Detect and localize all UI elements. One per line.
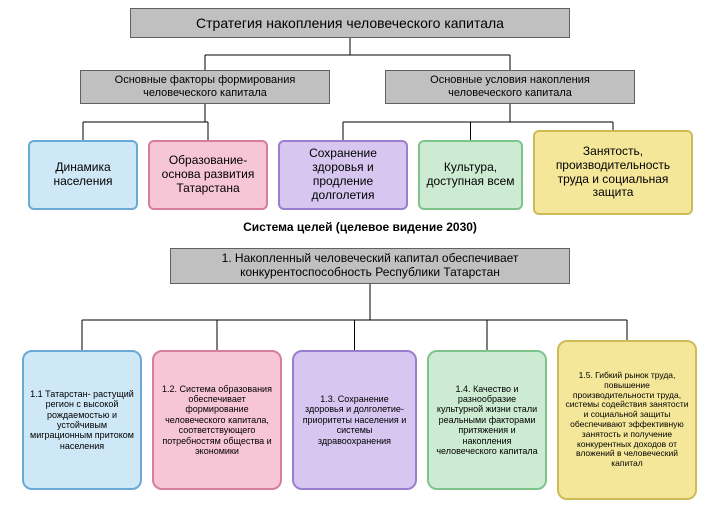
node-root1: Стратегия накопления человеческого капит… <box>130 8 570 38</box>
node-g5: 1.5. Гибкий рынок труда, повышение произ… <box>557 340 697 500</box>
node-g2: 1.2. Система образования обеспечивает фо… <box>152 350 282 490</box>
node-c2: Образование- основа развития Татарстана <box>148 140 268 210</box>
node-conditions: Основные условия накопления человеческог… <box>385 70 635 104</box>
node-factors: Основные факторы формирования человеческ… <box>80 70 330 104</box>
node-root2: 1. Накопленный человеческий капитал обес… <box>170 248 570 284</box>
node-g1: 1.1 Татарстан- растущий регион с высокой… <box>22 350 142 490</box>
node-c1: Динамика населения <box>28 140 138 210</box>
node-g3: 1.3. Сохранение здоровья и долголетие- п… <box>292 350 417 490</box>
node-c3: Сохранение здоровья и продление долголет… <box>278 140 408 210</box>
node-g4: 1.4. Качество и разнообразие культурной … <box>427 350 547 490</box>
node-c5: Занятость, производительность труда и со… <box>533 130 693 215</box>
node-c4: Культура, доступная всем <box>418 140 523 210</box>
section-title: Система целей (целевое видение 2030) <box>190 219 530 237</box>
